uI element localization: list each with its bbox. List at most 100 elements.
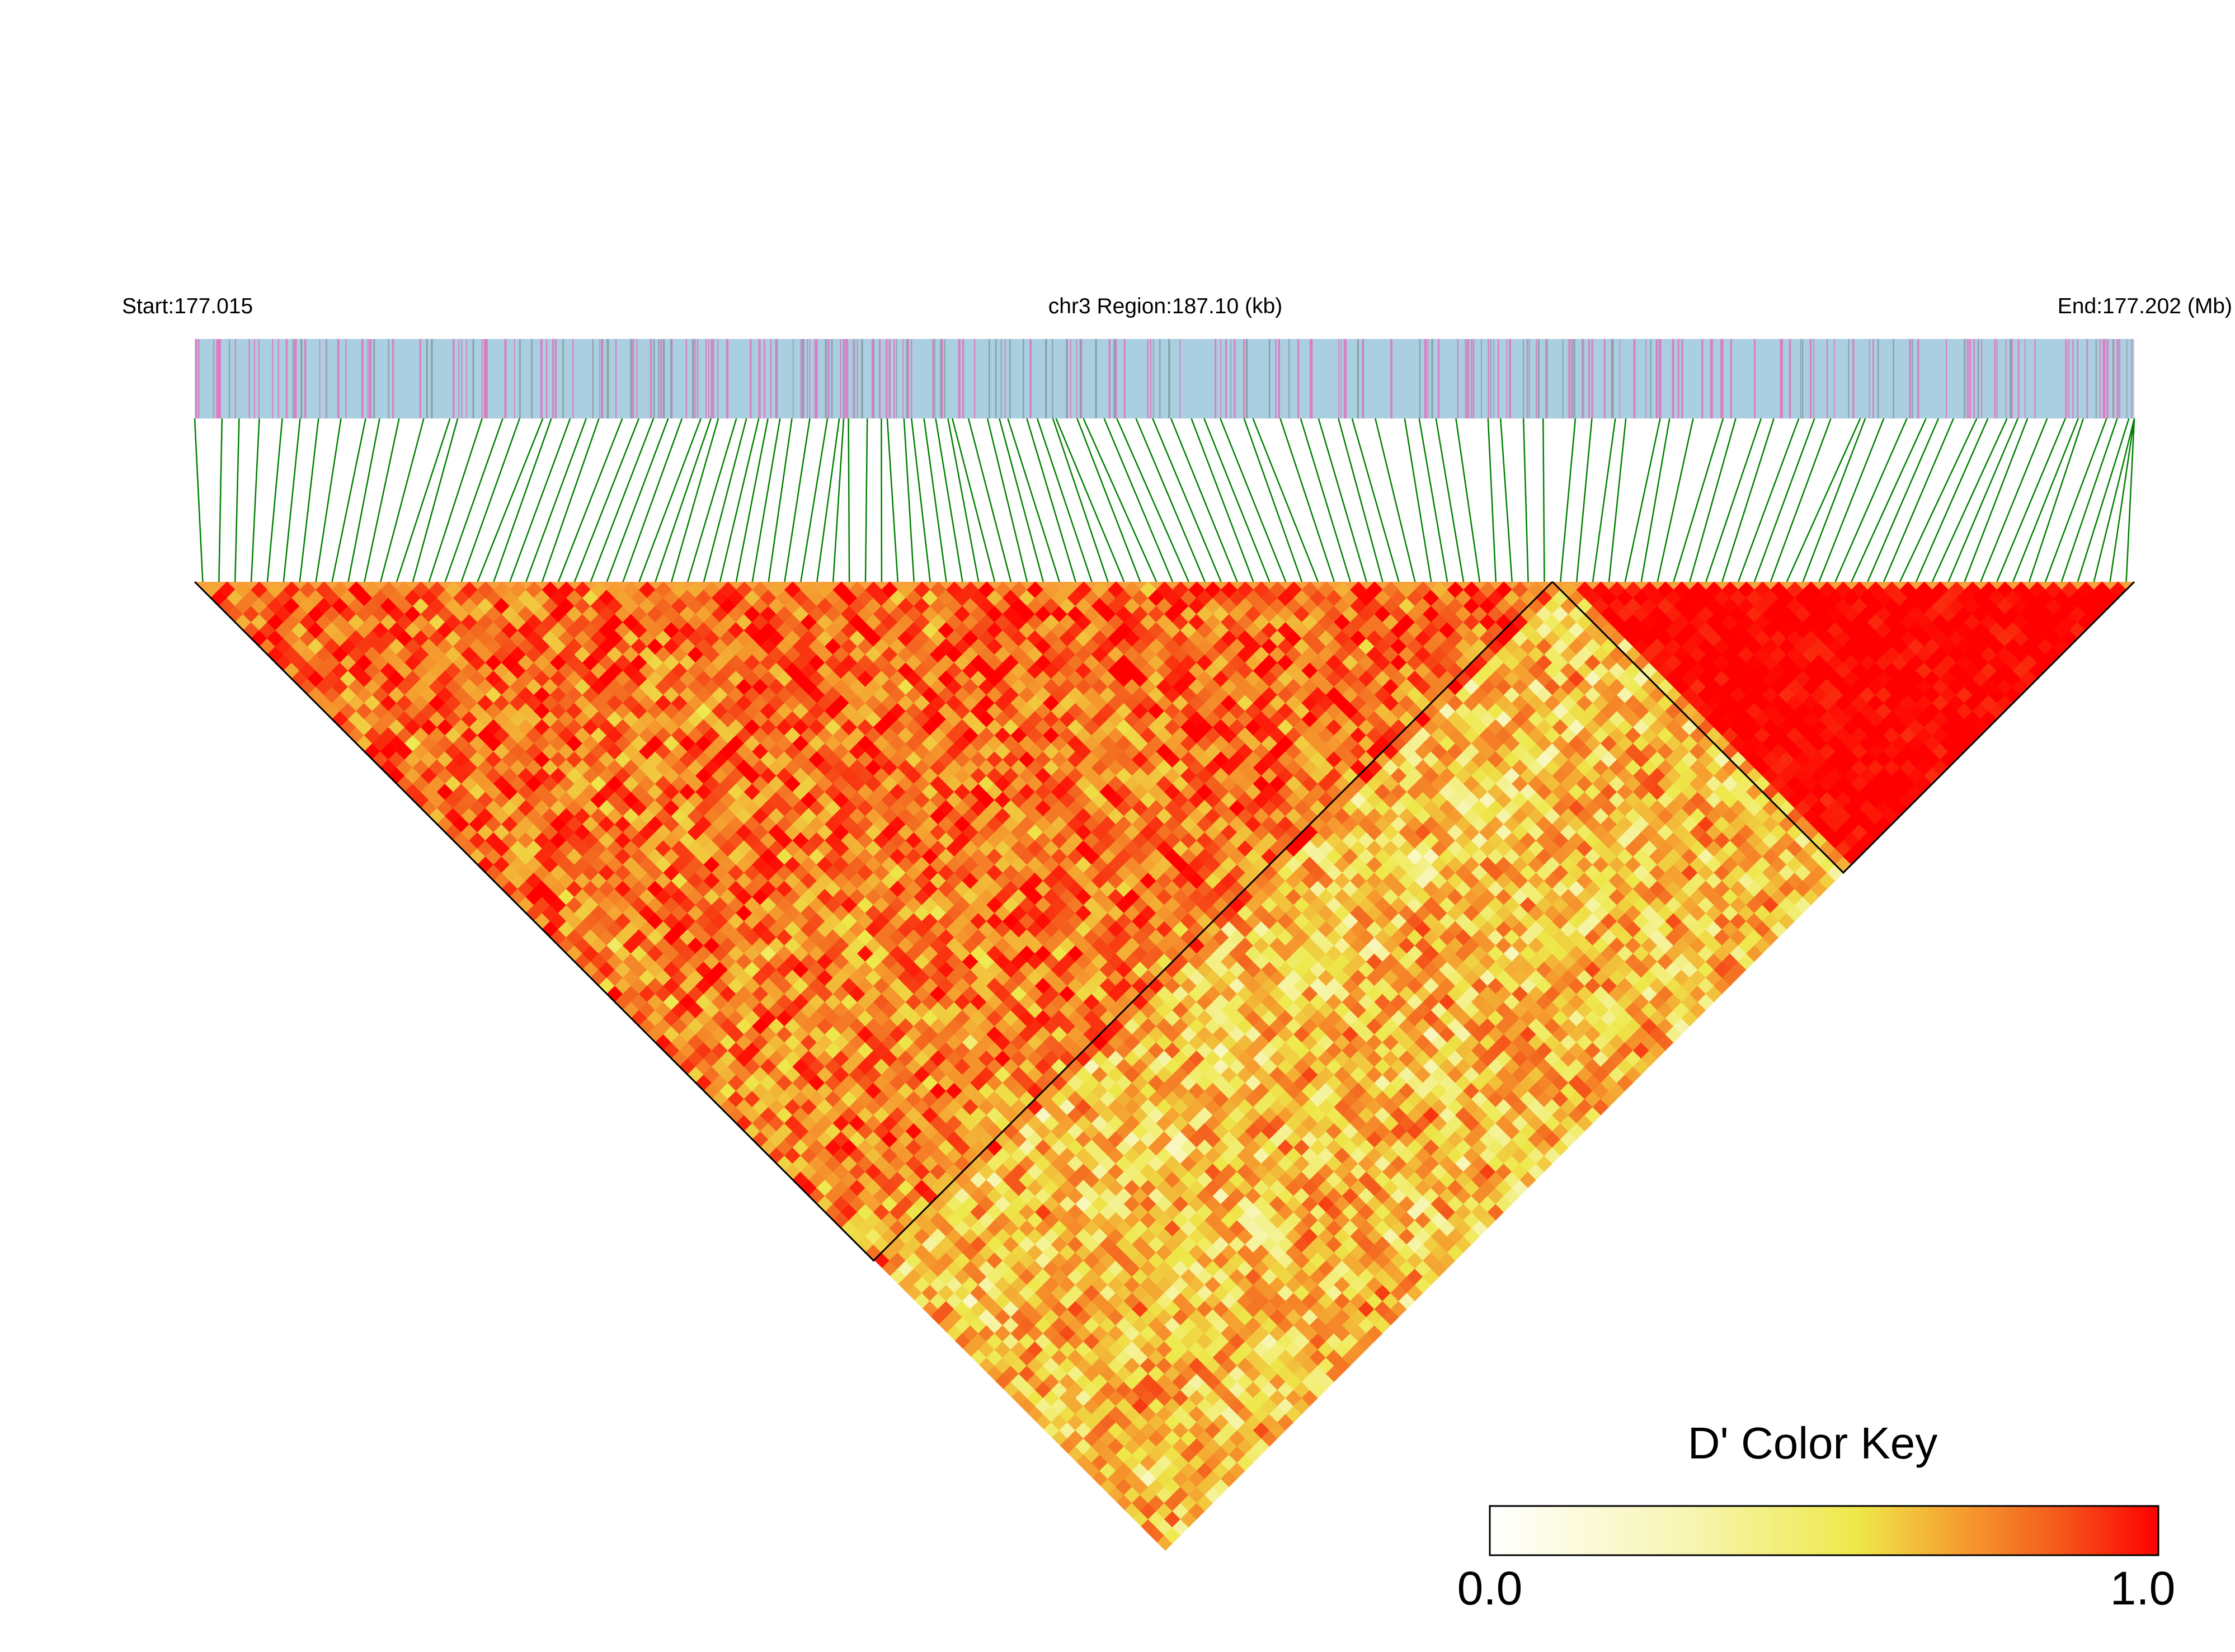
snp-connector [1738, 418, 1800, 582]
snp-connector [299, 418, 319, 582]
snp-connector [1705, 418, 1762, 582]
ld-cell [316, 582, 333, 599]
snp-connector [1487, 418, 1497, 582]
snp-connector [1786, 418, 1861, 582]
snp-connector [935, 418, 963, 582]
snp-connector [864, 418, 868, 582]
ld-cell [1075, 1438, 1093, 1455]
snp-connector [1802, 418, 1866, 582]
snp-connector [735, 418, 769, 582]
snp-connector [768, 418, 793, 582]
ld-cell [525, 856, 543, 873]
snp-connector [622, 418, 683, 582]
snp-connector [719, 418, 760, 582]
snp-ticks [195, 339, 2133, 418]
snp-connector [1103, 418, 1174, 582]
ld-cell [630, 961, 648, 978]
snp-connector [573, 418, 640, 582]
snp-connector [1883, 418, 1954, 582]
snp-connector [1673, 418, 1724, 582]
snp-connector [1052, 418, 1109, 582]
snp-connector [606, 418, 669, 582]
ld-cell [986, 1349, 1004, 1366]
ld-cell [1091, 1454, 1108, 1471]
snp-connector [1915, 418, 1989, 582]
ld-cell [1051, 1349, 1068, 1366]
ld-cell [1091, 1438, 1108, 1455]
ld-cell [792, 1155, 810, 1173]
snp-connector [1252, 418, 1319, 582]
snp-connector [703, 418, 747, 582]
ld-cell [1164, 1446, 1181, 1463]
snp-connector [1435, 418, 1465, 582]
snp-connector [1036, 418, 1093, 582]
snp-connector [1243, 418, 1303, 582]
snp-connector [1947, 418, 2019, 582]
snp-connector [1996, 418, 2066, 582]
snp-connector [2125, 418, 2135, 582]
snp-connector [1418, 418, 1448, 582]
snp-connector [542, 418, 600, 582]
ld-cell [453, 767, 470, 784]
snp-connector [1455, 418, 1481, 582]
ld-cell [316, 678, 333, 695]
ld-cell [509, 856, 526, 873]
snp-connector [2012, 418, 2079, 582]
ld-cell [420, 767, 437, 784]
ld-cell [332, 678, 349, 695]
snp-connector [1116, 418, 1189, 582]
ld-cell [436, 767, 454, 784]
ld-cell [1107, 1438, 1124, 1455]
snp-connector [1931, 418, 2008, 582]
snp-connector [2109, 418, 2135, 582]
snp-connector [525, 418, 587, 582]
region-start-label: Start:177.015 [122, 294, 253, 318]
snp-connector [509, 418, 571, 582]
snp-connector [364, 418, 400, 582]
ld-cell [663, 961, 680, 978]
snp-connector [1338, 418, 1384, 582]
ld-cell [1164, 1462, 1181, 1480]
ld-cell [914, 1244, 931, 1261]
snp-connector [493, 418, 552, 582]
snp-connector [1026, 418, 1076, 582]
snp-connector [1300, 418, 1351, 582]
snp-connector [1542, 418, 1545, 582]
snp-connector [218, 418, 223, 582]
ld-cell [1034, 1349, 1052, 1366]
ld-cell [1123, 1454, 1141, 1471]
ld-cell [1107, 1454, 1124, 1471]
ld-cell [525, 872, 543, 889]
ld-cell [558, 856, 575, 873]
snp-connector [967, 418, 1012, 582]
snp-track [195, 339, 2134, 418]
snp-connector [848, 418, 850, 582]
snp-connector [266, 418, 283, 582]
snp-connector [1964, 418, 2029, 582]
snp-connector [1076, 418, 1141, 582]
heatmap-cells [202, 582, 2127, 1551]
snp-connector [1007, 418, 1060, 582]
snp-connector [1721, 418, 1775, 582]
ld-cell [1140, 1454, 1157, 1471]
region-center-label: chr3 Region:187.10 (kb) [1048, 294, 1282, 318]
snp-connector [1351, 418, 1400, 582]
ld-cell [841, 1155, 858, 1173]
snp-connector [1055, 418, 1125, 582]
snp-connector [460, 418, 520, 582]
snp-connector [784, 418, 811, 582]
ld-cell [509, 872, 526, 889]
ld-cell [404, 767, 422, 784]
snp-connector [1191, 418, 1254, 582]
snp-connector [1279, 418, 1335, 582]
ld-cell [364, 678, 381, 695]
snp-connector [1624, 418, 1661, 582]
snp-connector [1220, 418, 1287, 582]
snp-connector [1499, 418, 1513, 582]
ld-cell [1164, 1494, 1181, 1512]
snp-connector [999, 418, 1044, 582]
snp-connector [816, 418, 840, 582]
snp-connector [1575, 418, 1593, 582]
snp-connector [751, 418, 781, 582]
